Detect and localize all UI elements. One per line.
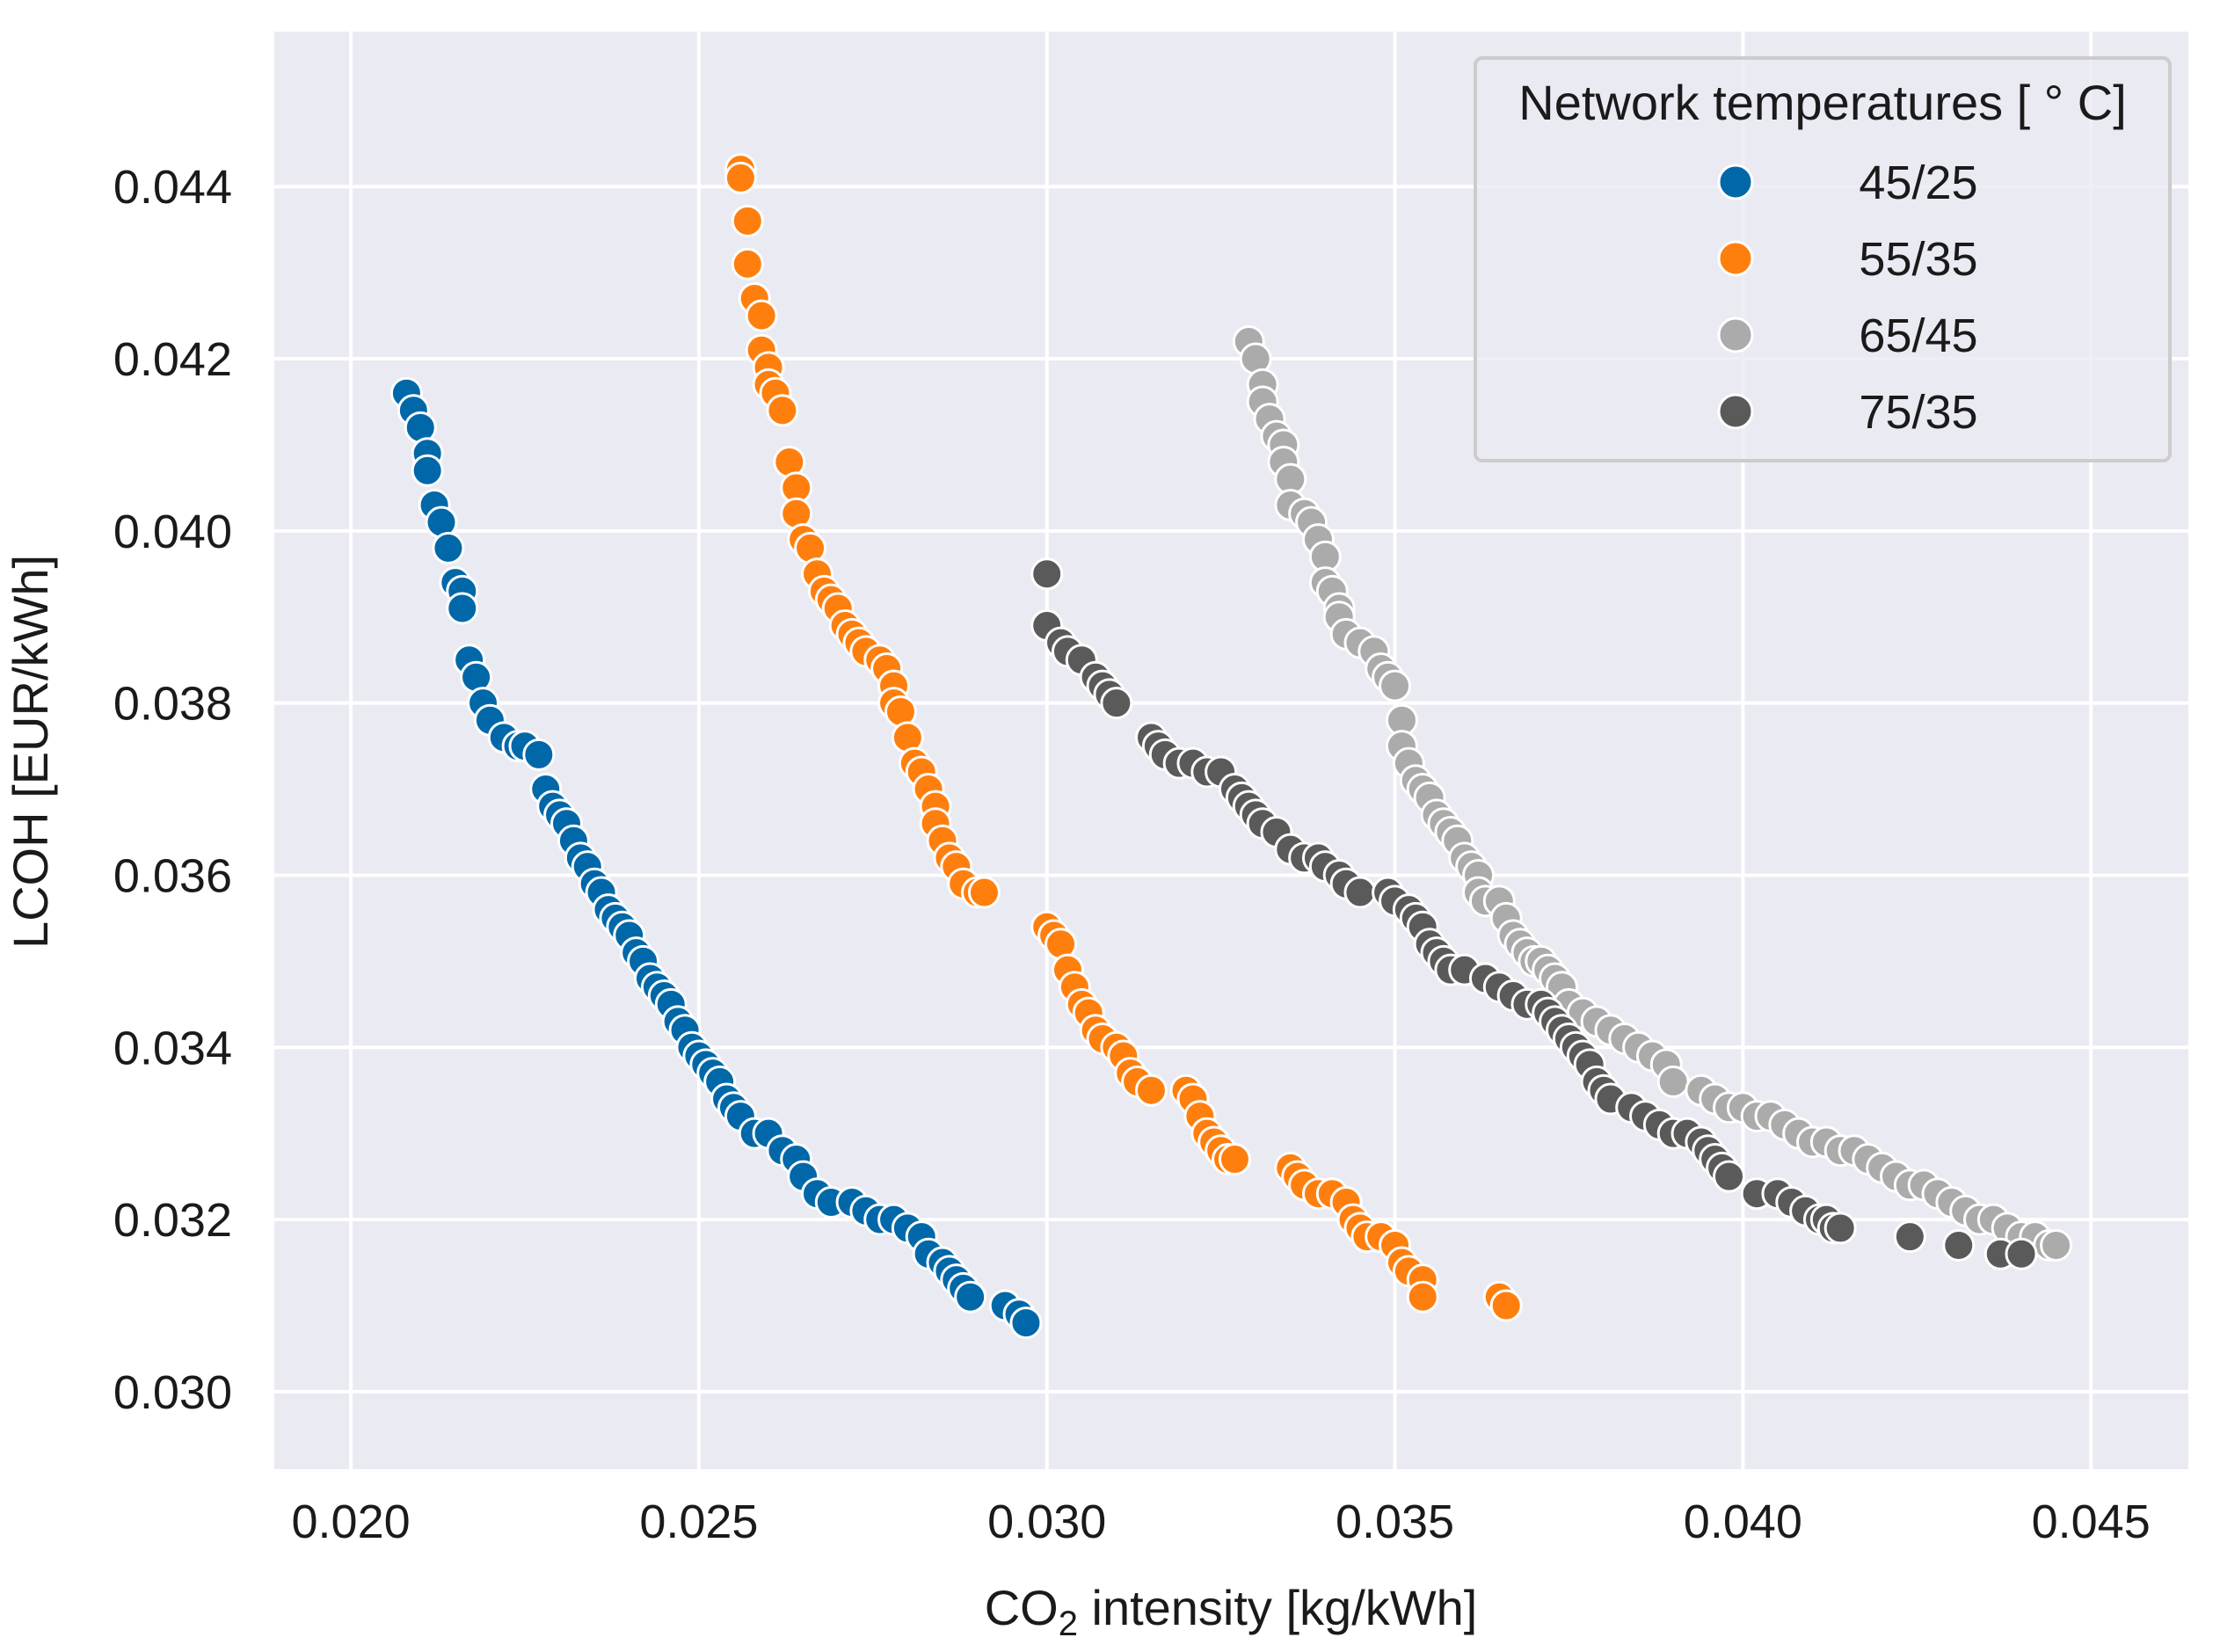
data-point [1406, 1280, 1439, 1314]
y-tick-label: 0.038 [113, 678, 232, 731]
data-point [2005, 1237, 2038, 1270]
data-point [1343, 876, 1377, 909]
y-tick-label: 0.034 [113, 1022, 232, 1074]
data-point [731, 204, 764, 237]
legend-label: 75/35 [1859, 386, 1977, 439]
legend-marker [1717, 393, 1754, 430]
y-tick-label: 0.042 [113, 333, 232, 386]
data-point [411, 454, 444, 487]
y-tick-label: 0.044 [113, 161, 232, 214]
data-point [724, 161, 757, 194]
legend-title: Network temperatures [ ° C] [1518, 75, 2127, 130]
data-point [446, 592, 479, 625]
x-tick-label: 0.035 [1336, 1496, 1454, 1548]
x-axis-title-suffix: intensity [kg/kWh] [1078, 1580, 1477, 1635]
data-point [1009, 1306, 1043, 1340]
x-tick-label: 0.045 [2032, 1496, 2151, 1548]
data-point [1379, 669, 1412, 702]
series-55-35 [724, 153, 1523, 1322]
x-axis-tick-labels: 0.020 0.025 0.030 0.035 0.040 0.045 [292, 1496, 2151, 1548]
x-tick-label: 0.030 [987, 1496, 1106, 1548]
y-tick-label: 0.032 [113, 1194, 232, 1247]
data-point [745, 299, 778, 332]
data-point [731, 247, 764, 280]
x-axis-title-prefix: CO [985, 1580, 1059, 1635]
data-point [1489, 1289, 1523, 1322]
data-point [1218, 1143, 1251, 1176]
data-point [967, 876, 1001, 909]
data-point [432, 531, 465, 564]
x-tick-label: 0.025 [639, 1496, 758, 1548]
x-tick-label: 0.040 [1684, 1496, 1802, 1548]
legend-box [1474, 56, 2172, 462]
series-45-25 [389, 376, 1043, 1340]
x-tick-label: 0.020 [292, 1496, 411, 1548]
data-point [1030, 557, 1064, 591]
legend-label: 45/25 [1859, 156, 1977, 209]
data-point [1656, 1065, 1690, 1098]
data-point [1134, 1073, 1168, 1107]
data-point [1100, 687, 1133, 720]
legend: Network temperatures [ ° C] 45/25 55/35 65… [1474, 56, 2172, 462]
data-point [1823, 1212, 1857, 1245]
data-point [1942, 1228, 1976, 1262]
x-axis-title-subscript: 2 [1059, 1605, 1078, 1643]
series-65-45 [1232, 324, 2073, 1262]
data-point [766, 394, 799, 427]
y-tick-label: 0.036 [113, 849, 232, 902]
data-point [1713, 1160, 1746, 1193]
y-tick-label: 0.040 [113, 506, 232, 558]
y-axis-tick-labels: 0.030 0.032 0.034 0.036 0.038 0.040 0.042 0.044 [113, 161, 232, 1419]
legend-label: 55/35 [1859, 233, 1977, 286]
data-point [954, 1280, 987, 1314]
data-point [2040, 1228, 2073, 1262]
legend-marker [1717, 317, 1754, 353]
legend-items: 45/25 55/35 65/45 75/35 [1717, 156, 1978, 439]
x-axis-title: CO2 intensity [kg/kWh] [985, 1580, 1478, 1643]
data-point [1893, 1220, 1926, 1254]
y-tick-label: 0.030 [113, 1366, 232, 1419]
legend-marker [1717, 164, 1754, 200]
data-points [389, 153, 2073, 1340]
series-75-35 [1030, 557, 2038, 1270]
y-axis-title: LCOH [EUR/kWh] [3, 555, 58, 949]
data-point [522, 738, 556, 771]
legend-label: 65/45 [1859, 309, 1977, 362]
legend-marker [1717, 240, 1754, 277]
